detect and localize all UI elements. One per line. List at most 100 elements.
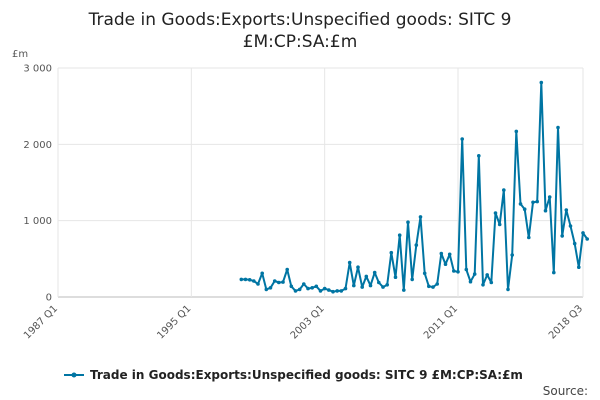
data-point[interactable] bbox=[581, 231, 585, 235]
data-point[interactable] bbox=[327, 288, 331, 292]
y-axis-tick-labels: 0 1 000 2 000 3 000 bbox=[23, 64, 52, 304]
data-point[interactable] bbox=[552, 270, 556, 275]
data-point[interactable] bbox=[252, 279, 256, 283]
series-group bbox=[239, 80, 589, 294]
data-point[interactable] bbox=[556, 125, 560, 130]
data-point[interactable] bbox=[539, 80, 544, 85]
legend-swatch-marker bbox=[71, 372, 77, 378]
data-point[interactable] bbox=[564, 208, 569, 212]
data-point[interactable] bbox=[481, 283, 485, 287]
legend[interactable]: Trade in Goods:Exports:Unspecified goods… bbox=[64, 368, 523, 382]
data-point[interactable] bbox=[272, 279, 277, 283]
data-point[interactable] bbox=[456, 270, 460, 274]
data-point[interactable] bbox=[485, 273, 490, 277]
data-point[interactable] bbox=[239, 277, 244, 282]
data-point[interactable] bbox=[322, 286, 327, 291]
chart-title: Trade in Goods:Exports:Unspecified goods… bbox=[88, 10, 512, 52]
data-point[interactable] bbox=[514, 129, 519, 134]
data-point[interactable] bbox=[368, 283, 373, 288]
data-point[interactable] bbox=[493, 211, 498, 215]
data-point[interactable] bbox=[381, 285, 385, 289]
gridlines bbox=[57, 67, 584, 298]
data-point[interactable] bbox=[535, 199, 539, 204]
data-point[interactable] bbox=[572, 241, 577, 246]
x-tick-label: 1987 Q1 bbox=[22, 303, 60, 341]
y-axis-unit-label: £m bbox=[12, 49, 28, 60]
data-point[interactable] bbox=[377, 280, 381, 285]
data-point[interactable] bbox=[343, 286, 348, 291]
data-point[interactable] bbox=[527, 235, 531, 240]
data-point[interactable] bbox=[443, 262, 448, 267]
data-point[interactable] bbox=[331, 289, 335, 294]
data-point[interactable] bbox=[389, 250, 394, 255]
data-point[interactable] bbox=[352, 283, 356, 288]
x-tick-label: 2011 Q1 bbox=[422, 303, 460, 341]
data-point[interactable] bbox=[402, 288, 406, 292]
data-point[interactable] bbox=[560, 234, 564, 238]
data-point[interactable] bbox=[422, 271, 427, 276]
data-point[interactable] bbox=[297, 287, 302, 292]
data-point[interactable] bbox=[427, 284, 431, 289]
data-point[interactable] bbox=[418, 215, 423, 219]
data-point[interactable] bbox=[385, 283, 390, 287]
data-point[interactable] bbox=[243, 277, 248, 282]
data-point[interactable] bbox=[372, 270, 377, 275]
data-point[interactable] bbox=[268, 286, 273, 290]
data-point[interactable] bbox=[543, 208, 548, 213]
data-point[interactable] bbox=[414, 243, 419, 247]
data-point[interactable] bbox=[489, 280, 494, 285]
data-point[interactable] bbox=[281, 280, 285, 284]
data-point[interactable] bbox=[277, 280, 281, 285]
y-tick-label: 1 000 bbox=[23, 216, 52, 227]
data-point[interactable] bbox=[585, 237, 589, 241]
data-point[interactable] bbox=[356, 265, 360, 270]
data-point[interactable] bbox=[289, 284, 294, 289]
data-point[interactable] bbox=[410, 277, 415, 282]
source-label: Source: bbox=[543, 384, 588, 398]
chart-title-line: £M:CP:SA:£m bbox=[243, 32, 358, 52]
data-point[interactable] bbox=[335, 289, 340, 293]
x-tick-label: 2003 Q1 bbox=[289, 303, 327, 341]
data-point[interactable] bbox=[502, 188, 506, 192]
data-point[interactable] bbox=[310, 286, 315, 290]
data-point[interactable] bbox=[460, 137, 465, 141]
legend-entry-label[interactable]: Trade in Goods:Exports:Unspecified goods… bbox=[90, 368, 523, 382]
data-point[interactable] bbox=[302, 282, 306, 286]
data-point[interactable] bbox=[393, 275, 398, 280]
data-point[interactable] bbox=[256, 282, 260, 286]
data-point[interactable] bbox=[431, 285, 435, 289]
data-point[interactable] bbox=[518, 202, 523, 206]
data-point[interactable] bbox=[506, 287, 510, 292]
data-point[interactable] bbox=[452, 269, 456, 273]
data-point[interactable] bbox=[306, 286, 310, 291]
data-point[interactable] bbox=[439, 251, 444, 256]
data-point[interactable] bbox=[397, 233, 402, 237]
data-point[interactable] bbox=[293, 289, 298, 293]
data-point[interactable] bbox=[339, 289, 344, 293]
data-point[interactable] bbox=[247, 278, 252, 282]
data-point[interactable] bbox=[497, 222, 502, 227]
data-point[interactable] bbox=[260, 271, 265, 276]
y-tick-label: 2 000 bbox=[23, 140, 52, 151]
data-point[interactable] bbox=[406, 220, 410, 224]
data-point[interactable] bbox=[264, 287, 269, 292]
data-point[interactable] bbox=[447, 252, 452, 257]
data-point[interactable] bbox=[285, 267, 290, 272]
data-point[interactable] bbox=[364, 274, 369, 279]
data-point[interactable] bbox=[577, 265, 581, 270]
data-point[interactable] bbox=[472, 272, 477, 276]
data-point[interactable] bbox=[547, 195, 552, 199]
data-point[interactable] bbox=[318, 289, 323, 293]
data-point[interactable] bbox=[464, 267, 469, 272]
data-point[interactable] bbox=[314, 284, 319, 289]
data-point[interactable] bbox=[522, 207, 527, 211]
data-point[interactable] bbox=[435, 282, 440, 286]
data-point[interactable] bbox=[477, 154, 481, 158]
data-point[interactable] bbox=[510, 253, 514, 257]
data-point[interactable] bbox=[531, 200, 535, 205]
data-point[interactable] bbox=[347, 260, 352, 265]
data-point[interactable] bbox=[360, 285, 365, 289]
data-point[interactable] bbox=[568, 224, 573, 228]
data-point[interactable] bbox=[468, 279, 473, 284]
